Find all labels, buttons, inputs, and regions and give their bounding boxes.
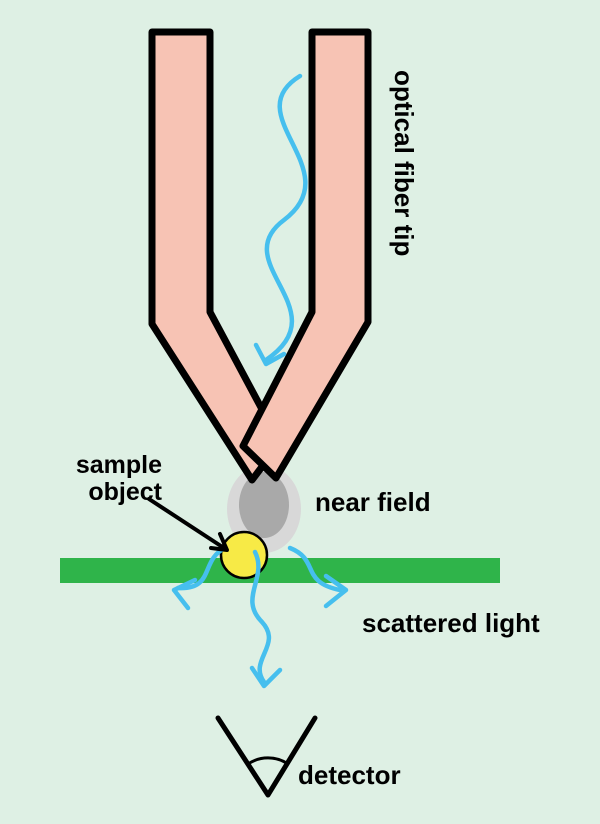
diagram-stage: optical fiber tip sample object near fie… [0,0,600,824]
fiber-tip-label: optical fiber tip [388,70,419,256]
near-field-inner [239,472,289,538]
scatter-center-arrow [252,668,280,686]
diagram-svg [0,0,600,824]
substrate-bar [60,558,500,583]
sample-object-label: sample object [52,452,162,506]
sample-pointer-line [149,499,224,548]
detector-label: detector [298,760,401,791]
light-wave-in [266,76,305,360]
detector-arc [248,758,288,764]
sample-object-text: sample object [76,451,162,506]
fiber-right [243,32,368,478]
scattered-light-label: scattered light [362,608,540,639]
near-field-label: near field [315,487,431,518]
scatter-left-arrow [174,580,195,608]
